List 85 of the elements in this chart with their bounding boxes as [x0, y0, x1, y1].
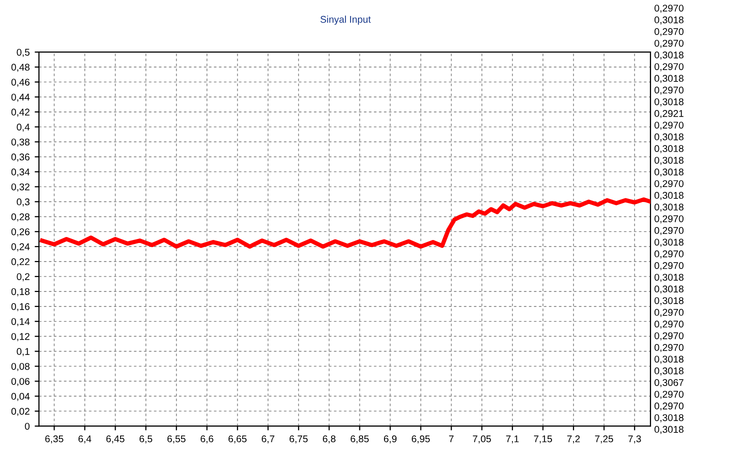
y-tick-label: 0,34: [11, 168, 30, 177]
x-tick-label: 6,8: [322, 435, 336, 444]
text: 0,2970: [654, 320, 684, 329]
text: 0,3018: [654, 286, 684, 294]
text: 0,2921: [654, 110, 684, 118]
text: 0,2970: [654, 28, 684, 36]
text: 0,3018: [654, 356, 684, 364]
x-tick-label: 7,25: [595, 435, 614, 444]
text: 0,2970: [654, 4, 684, 13]
text: 0,3018: [654, 414, 684, 422]
y-tick-label: 0,16: [11, 303, 30, 312]
chart-title: Sinyal Input: [320, 16, 371, 25]
text: 0,3018: [654, 98, 684, 106]
text: 0,3018: [654, 74, 684, 83]
y-tick-label: 0: [24, 422, 30, 430]
y-tick-label: 0,3: [16, 198, 30, 206]
y-tick-label: 0,36: [11, 154, 30, 162]
text: 0,3018: [654, 297, 684, 306]
y-tick-label: 0,06: [11, 378, 30, 386]
text: 0,2970: [654, 402, 684, 411]
y-tick-label: 0,38: [11, 138, 30, 147]
text: 0,3018: [654, 133, 684, 142]
y-tick-label: 0,26: [11, 228, 30, 236]
y-tick-label: 0,02: [11, 408, 30, 416]
x-tick-label: 6,7: [262, 435, 274, 444]
x-tick-label: 6,35: [45, 435, 64, 444]
x-tick-label: 7,1: [506, 435, 519, 444]
y-tick-label: 0,44: [11, 94, 30, 102]
x-tick-label: 6,65: [228, 435, 247, 444]
y-tick-label: 0,4: [16, 124, 30, 132]
text: 0,2970: [654, 262, 684, 270]
text: 0,3067: [654, 379, 684, 388]
x-tick-label: 6,55: [167, 435, 186, 444]
x-tick-label: 6,5: [140, 435, 152, 444]
text: 0,3018: [654, 192, 684, 200]
text: 0,2970: [654, 180, 684, 188]
y-tick-label: 0,28: [11, 213, 30, 222]
text: 0,2970: [654, 390, 684, 399]
text: 0,3018: [654, 238, 684, 247]
text: 0,3018: [654, 367, 684, 376]
y-tick-label: 0,22: [11, 258, 30, 266]
text: 0,3018: [654, 426, 684, 434]
text: 0,2970: [654, 122, 684, 130]
text: 0,2970: [654, 308, 684, 317]
text: 0,2970: [654, 250, 684, 258]
x-tick-label: 6,95: [412, 435, 430, 444]
text: 0,2970: [654, 40, 684, 48]
text: 0,3018: [654, 168, 684, 177]
y-tick-label: 0,5: [16, 48, 30, 57]
x-tick-label: 7,3: [628, 435, 641, 444]
text: 0,2970: [654, 332, 684, 340]
y-tick-label: 0,2: [16, 273, 30, 282]
x-tick-label: 6,85: [350, 435, 369, 444]
y-tick-label: 0,48: [11, 64, 30, 72]
y-tick-label: 0,18: [11, 288, 30, 296]
x-tick-label: 7,2: [567, 435, 580, 444]
x-tick-label: 6,9: [384, 435, 397, 444]
line-series: [40, 197, 650, 249]
x-tick-label: 6,4: [78, 435, 92, 444]
text: 0,2970: [654, 227, 684, 236]
x-tick-label: 7: [449, 435, 454, 442]
y-tick-label: 0,42: [11, 108, 30, 117]
y-tick-label: 0,1: [16, 348, 30, 356]
text: 0,3018: [654, 145, 684, 154]
y-tick-label: 0,46: [11, 78, 30, 87]
x-tick-label: 7,15: [534, 435, 552, 444]
x-tick-label: 7,05: [472, 435, 491, 444]
text: 0,3018: [654, 274, 684, 282]
text: 0,2970: [654, 63, 684, 72]
text: 0,2970: [654, 215, 684, 224]
text: 0,3018: [654, 204, 684, 212]
x-tick-label: 6,45: [106, 435, 124, 444]
text: 0,2970: [654, 344, 684, 352]
y-tick-label: 0,12: [11, 333, 30, 342]
text: 0,3018: [654, 52, 684, 60]
x-tick-label: 6,6: [200, 435, 214, 444]
text: 0,2970: [654, 86, 684, 95]
y-tick-label: 0,04: [11, 392, 30, 401]
y-tick-label: 0,24: [11, 243, 30, 252]
x-tick-label: 6,75: [290, 435, 308, 444]
y-tick-label: 0,14: [11, 318, 30, 326]
text: 0,3018: [654, 156, 684, 165]
y-tick-label: 0,08: [11, 362, 30, 372]
y-tick-label: 0,32: [11, 183, 30, 192]
text: 0,3018: [654, 16, 684, 24]
